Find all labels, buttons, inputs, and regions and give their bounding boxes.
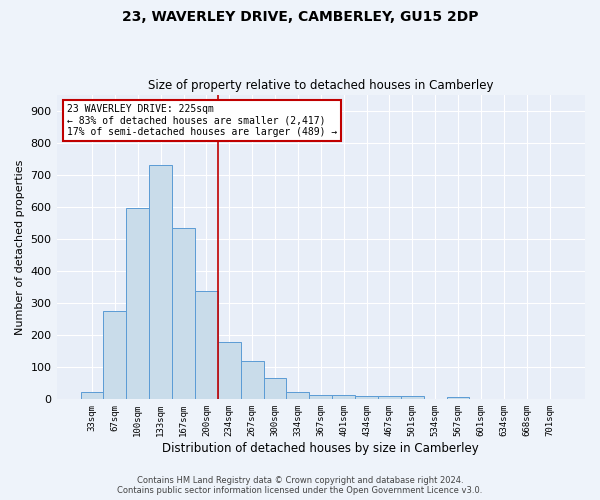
Bar <box>286 392 310 400</box>
Bar <box>446 397 469 400</box>
Bar <box>332 395 355 400</box>
Text: 23, WAVERLEY DRIVE, CAMBERLEY, GU15 2DP: 23, WAVERLEY DRIVE, CAMBERLEY, GU15 2DP <box>122 10 478 24</box>
Bar <box>149 165 172 400</box>
Bar <box>103 311 127 400</box>
Bar <box>127 208 149 400</box>
X-axis label: Distribution of detached houses by size in Camberley: Distribution of detached houses by size … <box>163 442 479 455</box>
Bar <box>263 378 286 400</box>
Bar <box>378 396 401 400</box>
Bar <box>401 396 424 400</box>
Bar <box>355 396 378 400</box>
Bar <box>195 291 218 400</box>
Bar <box>80 392 103 400</box>
Bar <box>241 362 263 400</box>
Bar <box>172 228 195 400</box>
Bar <box>310 395 332 400</box>
Text: 23 WAVERLEY DRIVE: 225sqm
← 83% of detached houses are smaller (2,417)
17% of se: 23 WAVERLEY DRIVE: 225sqm ← 83% of detac… <box>67 104 337 137</box>
Text: Contains HM Land Registry data © Crown copyright and database right 2024.
Contai: Contains HM Land Registry data © Crown c… <box>118 476 482 495</box>
Title: Size of property relative to detached houses in Camberley: Size of property relative to detached ho… <box>148 79 494 92</box>
Bar <box>218 342 241 400</box>
Y-axis label: Number of detached properties: Number of detached properties <box>15 160 25 334</box>
